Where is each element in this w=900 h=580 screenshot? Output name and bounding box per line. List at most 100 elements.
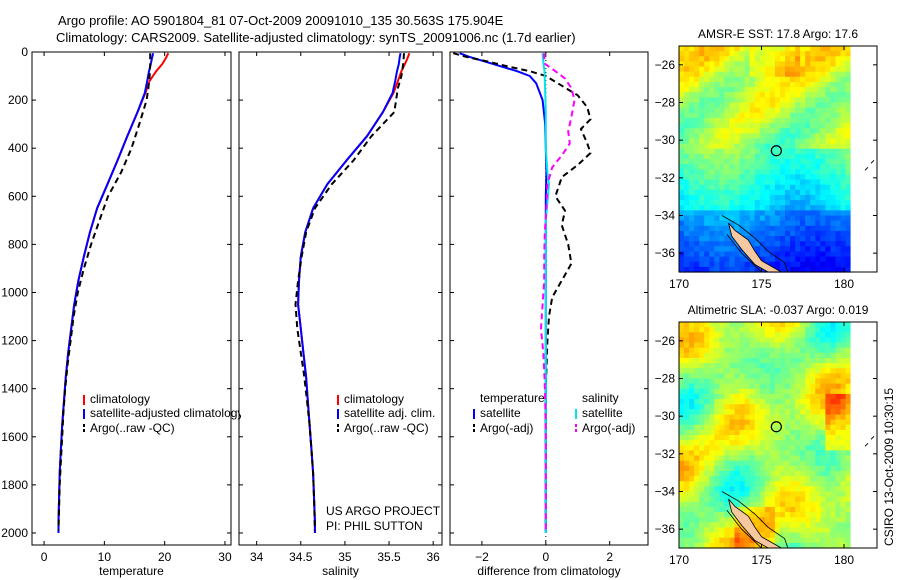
- heatmap-cell: [785, 251, 791, 258]
- heatmap-cell: [830, 429, 836, 436]
- heatmap-cell: [714, 424, 720, 431]
- heatmap-cell: [779, 322, 786, 328]
- heatmap-cell: [724, 393, 730, 400]
- heatmap-cell: [734, 373, 741, 380]
- heatmap-cell: [800, 215, 806, 222]
- heatmap-cell: [800, 56, 806, 62]
- heatmap-cell: [749, 46, 756, 52]
- heatmap-cell: [759, 143, 766, 150]
- heatmap-cell: [774, 506, 781, 513]
- heatmap-cell: [699, 491, 705, 498]
- heatmap-cell: [800, 486, 806, 493]
- heatmap-cell: [759, 189, 766, 196]
- heatmap-cell: [835, 435, 842, 441]
- heatmap-cell: [694, 337, 700, 344]
- heatmap-cell: [820, 368, 826, 374]
- heatmap-cell: [739, 471, 746, 477]
- heatmap-cell: [684, 266, 690, 273]
- heatmap-cell: [714, 409, 720, 415]
- heatmap-cell: [825, 215, 831, 222]
- heatmap-cell: [704, 230, 710, 237]
- heatmap-cell: [729, 383, 736, 390]
- heatmap-cell: [835, 429, 842, 436]
- heatmap-cell: [830, 97, 836, 104]
- heatmap-cell: [699, 133, 705, 139]
- heatmap-cell: [759, 465, 766, 472]
- heatmap-cell: [795, 522, 801, 528]
- heatmap-cell: [790, 205, 796, 211]
- heatmap-cell: [845, 501, 852, 508]
- heatmap-cell: [759, 215, 766, 222]
- heatmap-cell: [729, 189, 736, 196]
- heatmap-cell: [764, 388, 771, 395]
- heatmap-cell: [800, 236, 806, 242]
- heatmap-cell: [729, 241, 736, 247]
- heatmap-cell: [764, 112, 771, 119]
- heatmap-cell: [815, 210, 821, 217]
- heatmap-cell: [820, 220, 826, 227]
- heatmap-cell: [704, 476, 710, 482]
- heatmap-cell: [800, 542, 806, 549]
- heatmap-cell: [795, 363, 801, 369]
- heatmap-cell: [805, 491, 811, 498]
- heatmap-cell: [699, 143, 705, 150]
- heatmap-cell: [785, 246, 791, 252]
- heatmap-cell: [825, 61, 831, 68]
- heatmap-cell: [805, 179, 811, 186]
- heatmap-cell: [709, 542, 715, 549]
- heatmap-cell: [845, 56, 852, 62]
- heatmap-cell: [805, 117, 811, 124]
- heatmap-cell: [790, 322, 796, 328]
- heatmap-cell: [815, 481, 821, 487]
- heatmap-cell: [779, 71, 786, 78]
- heatmap-cell: [759, 210, 766, 217]
- heatmap-cell: [739, 388, 746, 395]
- heatmap-cell: [774, 476, 781, 482]
- heatmap-cell: [769, 71, 776, 78]
- ytick-label: 2000: [1, 526, 28, 540]
- heatmap-cell: [714, 205, 720, 211]
- heatmap-cell: [835, 506, 842, 513]
- heatmap-cell: [845, 532, 852, 539]
- heatmap-cell: [699, 445, 705, 451]
- heatmap-cell: [769, 378, 776, 385]
- heatmap-cell: [704, 373, 710, 380]
- heatmap-cell: [830, 399, 836, 405]
- heatmap-cell: [815, 460, 821, 467]
- heatmap-cell: [744, 476, 751, 482]
- heatmap-cell: [699, 378, 705, 385]
- heatmap-cell: [689, 358, 695, 364]
- heatmap-cell: [679, 537, 685, 544]
- heatmap-cell: [820, 82, 826, 88]
- heatmap-cell: [744, 153, 751, 160]
- heatmap-cell: [820, 92, 826, 98]
- heatmap-cell: [764, 153, 771, 160]
- heatmap-cell: [769, 368, 776, 374]
- heatmap-cell: [800, 465, 806, 472]
- argo-position-marker: [770, 421, 782, 433]
- heatmap-cell: [810, 184, 816, 191]
- heatmap-cell: [795, 51, 801, 57]
- heatmap-cell: [779, 435, 786, 441]
- heatmap-cell: [805, 87, 811, 93]
- heatmap-cell: [825, 195, 831, 201]
- heatmap-cell: [800, 112, 806, 119]
- heatmap-cell: [800, 368, 806, 374]
- heatmap-cell: [734, 501, 741, 508]
- heatmap-cell: [785, 445, 791, 451]
- heatmap-cell: [749, 189, 756, 196]
- heatmap-cell: [749, 184, 756, 191]
- heatmap-cell: [709, 455, 715, 462]
- heatmap-cell: [684, 532, 690, 539]
- heatmap-cell: [754, 51, 761, 57]
- heatmap-cell: [744, 471, 751, 477]
- heatmap-cell: [719, 435, 725, 441]
- heatmap-cell: [830, 153, 836, 160]
- heatmap-cell: [774, 56, 781, 62]
- heatmap-cell: [790, 460, 796, 467]
- heatmap-cell: [800, 363, 806, 369]
- heatmap-cell: [830, 471, 836, 477]
- heatmap-cell: [729, 404, 736, 410]
- heatmap-cell: [724, 256, 730, 263]
- heatmap-cell: [800, 174, 806, 181]
